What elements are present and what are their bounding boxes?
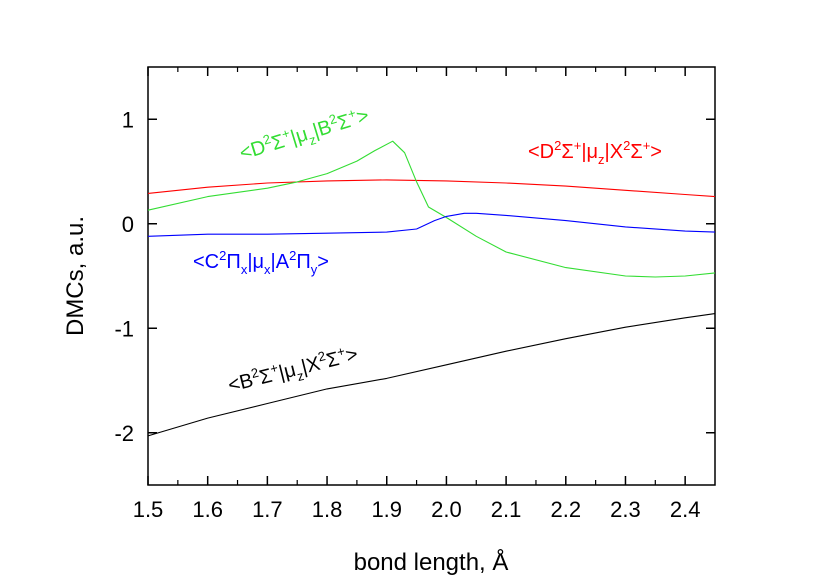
series-label-c-a: <C2Πx|μx|A2Πy>	[193, 248, 329, 277]
x-tick-label: 1.9	[371, 497, 402, 522]
series-line-2	[147, 212, 716, 237]
x-tick-label: 1.7	[252, 497, 283, 522]
x-tick-label: 2.0	[431, 497, 462, 522]
plot-frame	[147, 66, 716, 486]
series-label-d-x: <D2Σ+|μz|X2Σ+>	[528, 138, 662, 167]
axis-ticks	[147, 67, 715, 485]
y-tick-label: -1	[114, 316, 134, 341]
series-line-1	[147, 140, 716, 278]
x-tick-label: 2.4	[670, 497, 701, 522]
y-tick-label: 1	[122, 107, 134, 132]
x-tick-label: 2.1	[491, 497, 522, 522]
series-lines	[147, 140, 716, 437]
y-tick-label: 0	[122, 212, 134, 237]
series-label-d-b: <D2Σ+|μz|B2Σ+>	[236, 102, 373, 169]
x-tick-label: 2.2	[550, 497, 581, 522]
y-axis-title: DMCs, a.u.	[62, 216, 89, 336]
series-line-0	[147, 179, 716, 198]
x-tick-label: 1.5	[133, 497, 164, 522]
x-tick-label: 1.8	[312, 497, 343, 522]
x-axis-title: bond length, Å	[354, 548, 509, 576]
series-label-b-x: <B2Σ+|μz|X2Σ+>	[225, 340, 361, 400]
axis-tick-labels: 1.5 1.6 1.7 1.8 1.9 2.0 2.1 2.2 2.3 2.4 -2 -1 0 1	[114, 107, 700, 522]
y-tick-label: -2	[114, 421, 134, 446]
x-tick-label: 1.6	[192, 497, 223, 522]
x-tick-label: 2.3	[610, 497, 641, 522]
series-line-3	[147, 313, 716, 437]
